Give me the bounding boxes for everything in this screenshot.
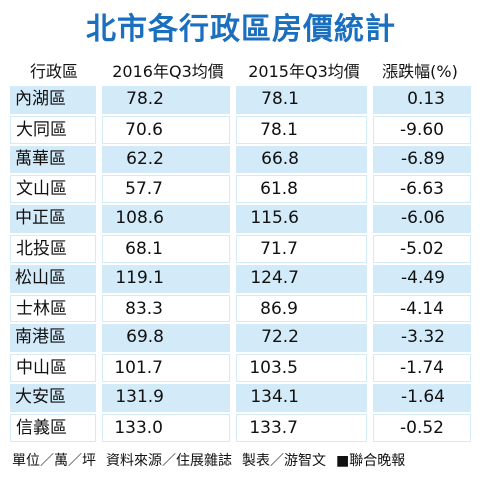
value-cell: 66.8 [236, 145, 367, 174]
value-cell: 68.1 [102, 235, 230, 263]
district-cell: 內湖區 [10, 86, 96, 114]
column-header: 行政區 [29, 62, 78, 81]
value-cell: 78.1 [236, 86, 367, 114]
value-cell: 101.7 [102, 354, 230, 382]
value-cell: 131.9 [102, 384, 230, 412]
footer-item: 製表／游智文 [242, 453, 326, 469]
district-cell: 文山區 [10, 175, 96, 204]
column-header: 2016年Q3均價 [112, 62, 224, 81]
value-cell: 133.7 [236, 413, 367, 442]
value-cell: -6.63 [373, 175, 471, 204]
value-cell: 108.6 [102, 205, 230, 233]
column-header: 漲跌幅(%) [382, 62, 458, 81]
district-cell: 中山區 [10, 354, 96, 382]
column-header: 2015年Q3均價 [248, 62, 360, 81]
value-cell: 69.8 [102, 324, 230, 353]
value-cell: -0.52 [373, 413, 471, 442]
value-cell: -4.14 [373, 294, 471, 323]
value-cell: 78.1 [236, 115, 367, 144]
value-cell: 103.5 [236, 354, 367, 382]
value-cell: -4.49 [373, 264, 471, 293]
footer: 單位／萬／坪 資料來源／住展雜誌 製表／游智文 ■聯合晚報 [12, 450, 415, 470]
district-cell: 士林區 [10, 294, 96, 323]
value-cell: 134.1 [236, 384, 367, 412]
value-cell: -6.06 [373, 205, 471, 233]
district-cell: 大同區 [10, 115, 96, 144]
value-cell: 71.7 [236, 235, 367, 263]
value-cell: 72.2 [236, 324, 367, 353]
value-cell: 83.3 [102, 294, 230, 323]
value-cell: 0.13 [373, 86, 471, 114]
footer-item: 資料來源／住展雜誌 [106, 453, 232, 469]
value-cell: 124.7 [236, 264, 367, 293]
value-cell: -6.89 [373, 145, 471, 174]
value-cell: -1.74 [373, 354, 471, 382]
value-cell: 57.7 [102, 175, 230, 204]
value-cell: 62.2 [102, 145, 230, 174]
footer-item: ■聯合晚報 [336, 453, 406, 469]
value-cell: 70.6 [102, 115, 230, 144]
value-cell: 115.6 [236, 205, 367, 233]
value-cell: -1.64 [373, 384, 471, 412]
value-cell: -9.60 [373, 115, 471, 144]
value-cell: 86.9 [236, 294, 367, 323]
value-cell: 78.2 [102, 86, 230, 114]
district-cell: 萬華區 [10, 145, 96, 174]
district-cell: 松山區 [10, 264, 96, 293]
value-cell: 61.8 [236, 175, 367, 204]
district-cell: 信義區 [10, 413, 96, 442]
value-cell: 133.0 [102, 413, 230, 442]
district-cell: 大安區 [10, 384, 96, 412]
footer-item: 單位／萬／坪 [12, 453, 96, 469]
district-cell: 中正區 [10, 205, 96, 233]
district-cell: 南港區 [10, 324, 96, 353]
value-cell: 119.1 [102, 264, 230, 293]
value-cell: -5.02 [373, 235, 471, 263]
value-cell: -3.32 [373, 324, 471, 353]
district-cell: 北投區 [10, 235, 96, 263]
title: 北市各行政區房價統計 [86, 12, 396, 47]
